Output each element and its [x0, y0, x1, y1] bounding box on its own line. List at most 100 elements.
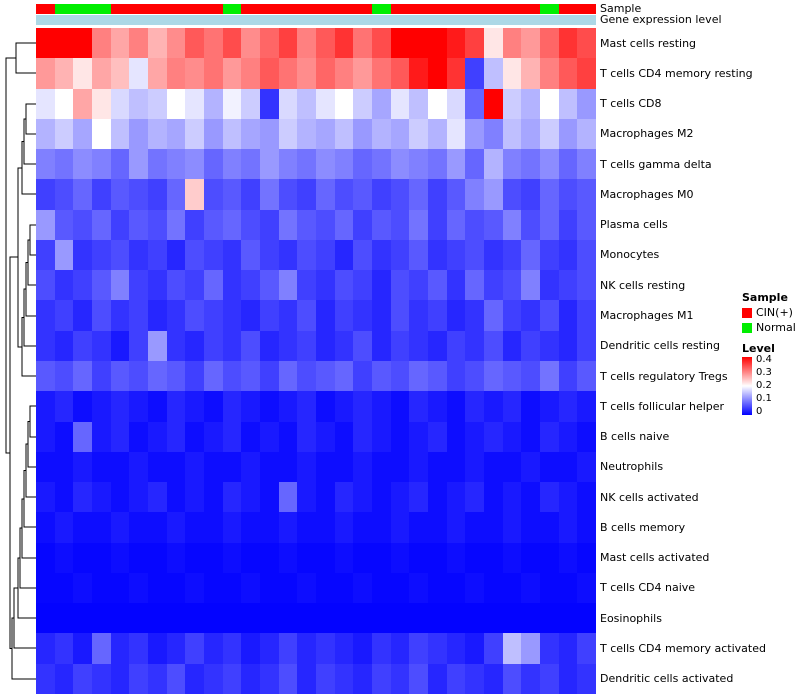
- heatmap-cell[interactable]: [334, 118, 354, 150]
- heatmap-cell[interactable]: [483, 58, 503, 89]
- heatmap-cell[interactable]: [110, 28, 130, 59]
- heatmap-cell[interactable]: [147, 149, 167, 180]
- heatmap-cell[interactable]: [353, 361, 372, 392]
- heatmap-cell[interactable]: [241, 451, 260, 483]
- heatmap-cell[interactable]: [539, 361, 559, 392]
- heatmap-cell[interactable]: [203, 451, 223, 483]
- heatmap-cell[interactable]: [91, 361, 111, 392]
- heatmap-cell[interactable]: [577, 28, 596, 59]
- heatmap-cell[interactable]: [297, 421, 316, 452]
- heatmap-cell[interactable]: [315, 391, 335, 422]
- heatmap-cell[interactable]: [259, 633, 279, 664]
- heatmap-cell[interactable]: [334, 149, 354, 180]
- heatmap-cell[interactable]: [185, 270, 204, 301]
- heatmap-cell[interactable]: [577, 512, 596, 543]
- heatmap-cell[interactable]: [502, 149, 522, 180]
- heatmap-cell[interactable]: [446, 239, 466, 271]
- heatmap-cell[interactable]: [427, 482, 447, 513]
- heatmap-cell[interactable]: [147, 451, 167, 483]
- heatmap-cell[interactable]: [91, 603, 111, 634]
- heatmap-cell[interactable]: [446, 300, 466, 331]
- heatmap-cell[interactable]: [241, 239, 260, 271]
- heatmap-cell[interactable]: [166, 603, 186, 634]
- heatmap-cell[interactable]: [203, 361, 223, 392]
- heatmap-cell[interactable]: [241, 300, 260, 331]
- heatmap-cell[interactable]: [110, 239, 130, 271]
- heatmap-cell[interactable]: [185, 542, 204, 573]
- heatmap-cell[interactable]: [558, 118, 578, 150]
- heatmap-cell[interactable]: [203, 603, 223, 634]
- heatmap-cell[interactable]: [409, 663, 428, 694]
- heatmap-cell[interactable]: [315, 542, 335, 573]
- heatmap-cell[interactable]: [390, 239, 410, 271]
- heatmap-cell[interactable]: [278, 451, 298, 483]
- heatmap-cell[interactable]: [185, 330, 204, 361]
- heatmap-cell[interactable]: [36, 512, 55, 543]
- heatmap-cell[interactable]: [91, 421, 111, 452]
- heatmap-cell[interactable]: [539, 118, 559, 150]
- heatmap-cell[interactable]: [278, 300, 298, 331]
- heatmap-cell[interactable]: [129, 270, 148, 301]
- heatmap-cell[interactable]: [36, 542, 55, 573]
- heatmap-cell[interactable]: [222, 28, 242, 59]
- heatmap-cell[interactable]: [371, 663, 391, 694]
- heatmap-cell[interactable]: [73, 209, 92, 240]
- heatmap-cell[interactable]: [558, 28, 578, 59]
- heatmap-cell[interactable]: [371, 451, 391, 483]
- heatmap-cell[interactable]: [577, 663, 596, 694]
- heatmap-cell[interactable]: [465, 633, 484, 664]
- heatmap-cell[interactable]: [409, 28, 428, 59]
- heatmap-cell[interactable]: [558, 179, 578, 210]
- heatmap-cell[interactable]: [353, 28, 372, 59]
- heatmap-cell[interactable]: [502, 118, 522, 150]
- heatmap-cell[interactable]: [409, 572, 428, 604]
- heatmap-cell[interactable]: [315, 209, 335, 240]
- heatmap-cell[interactable]: [334, 451, 354, 483]
- heatmap-cell[interactable]: [446, 482, 466, 513]
- heatmap-cell[interactable]: [259, 572, 279, 604]
- heatmap-cell[interactable]: [315, 118, 335, 150]
- heatmap-cell[interactable]: [203, 239, 223, 271]
- heatmap-cell[interactable]: [129, 572, 148, 604]
- heatmap-cell[interactable]: [241, 572, 260, 604]
- heatmap-cell[interactable]: [539, 239, 559, 271]
- heatmap-cell[interactable]: [521, 179, 540, 210]
- heatmap-cell[interactable]: [483, 330, 503, 361]
- heatmap-cell[interactable]: [203, 300, 223, 331]
- heatmap-cell[interactable]: [166, 391, 186, 422]
- heatmap-cell[interactable]: [577, 270, 596, 301]
- heatmap-cell[interactable]: [502, 421, 522, 452]
- heatmap-cell[interactable]: [241, 603, 260, 634]
- heatmap-cell[interactable]: [390, 391, 410, 422]
- heatmap-cell[interactable]: [353, 482, 372, 513]
- heatmap-cell[interactable]: [91, 149, 111, 180]
- heatmap-cell[interactable]: [334, 391, 354, 422]
- heatmap-cell[interactable]: [521, 28, 540, 59]
- heatmap-cell[interactable]: [353, 633, 372, 664]
- heatmap-cell[interactable]: [334, 300, 354, 331]
- heatmap-cell[interactable]: [465, 58, 484, 89]
- heatmap-cell[interactable]: [558, 239, 578, 271]
- heatmap-cell[interactable]: [465, 451, 484, 483]
- heatmap-cell[interactable]: [483, 451, 503, 483]
- heatmap-cell[interactable]: [297, 330, 316, 361]
- heatmap-cell[interactable]: [110, 572, 130, 604]
- heatmap-cell[interactable]: [390, 361, 410, 392]
- heatmap-cell[interactable]: [577, 330, 596, 361]
- heatmap-cell[interactable]: [36, 88, 55, 119]
- heatmap-cell[interactable]: [91, 88, 111, 119]
- heatmap-cell[interactable]: [147, 572, 167, 604]
- heatmap-cell[interactable]: [409, 421, 428, 452]
- heatmap-cell[interactable]: [73, 179, 92, 210]
- heatmap-cell[interactable]: [502, 28, 522, 59]
- heatmap-cell[interactable]: [371, 88, 391, 119]
- heatmap-cell[interactable]: [166, 663, 186, 694]
- heatmap-cell[interactable]: [483, 512, 503, 543]
- heatmap-cell[interactable]: [129, 391, 148, 422]
- heatmap-cell[interactable]: [297, 482, 316, 513]
- heatmap-cell[interactable]: [371, 118, 391, 150]
- heatmap-cell[interactable]: [465, 482, 484, 513]
- heatmap-cell[interactable]: [297, 118, 316, 150]
- heatmap-cell[interactable]: [147, 58, 167, 89]
- heatmap-cell[interactable]: [54, 149, 74, 180]
